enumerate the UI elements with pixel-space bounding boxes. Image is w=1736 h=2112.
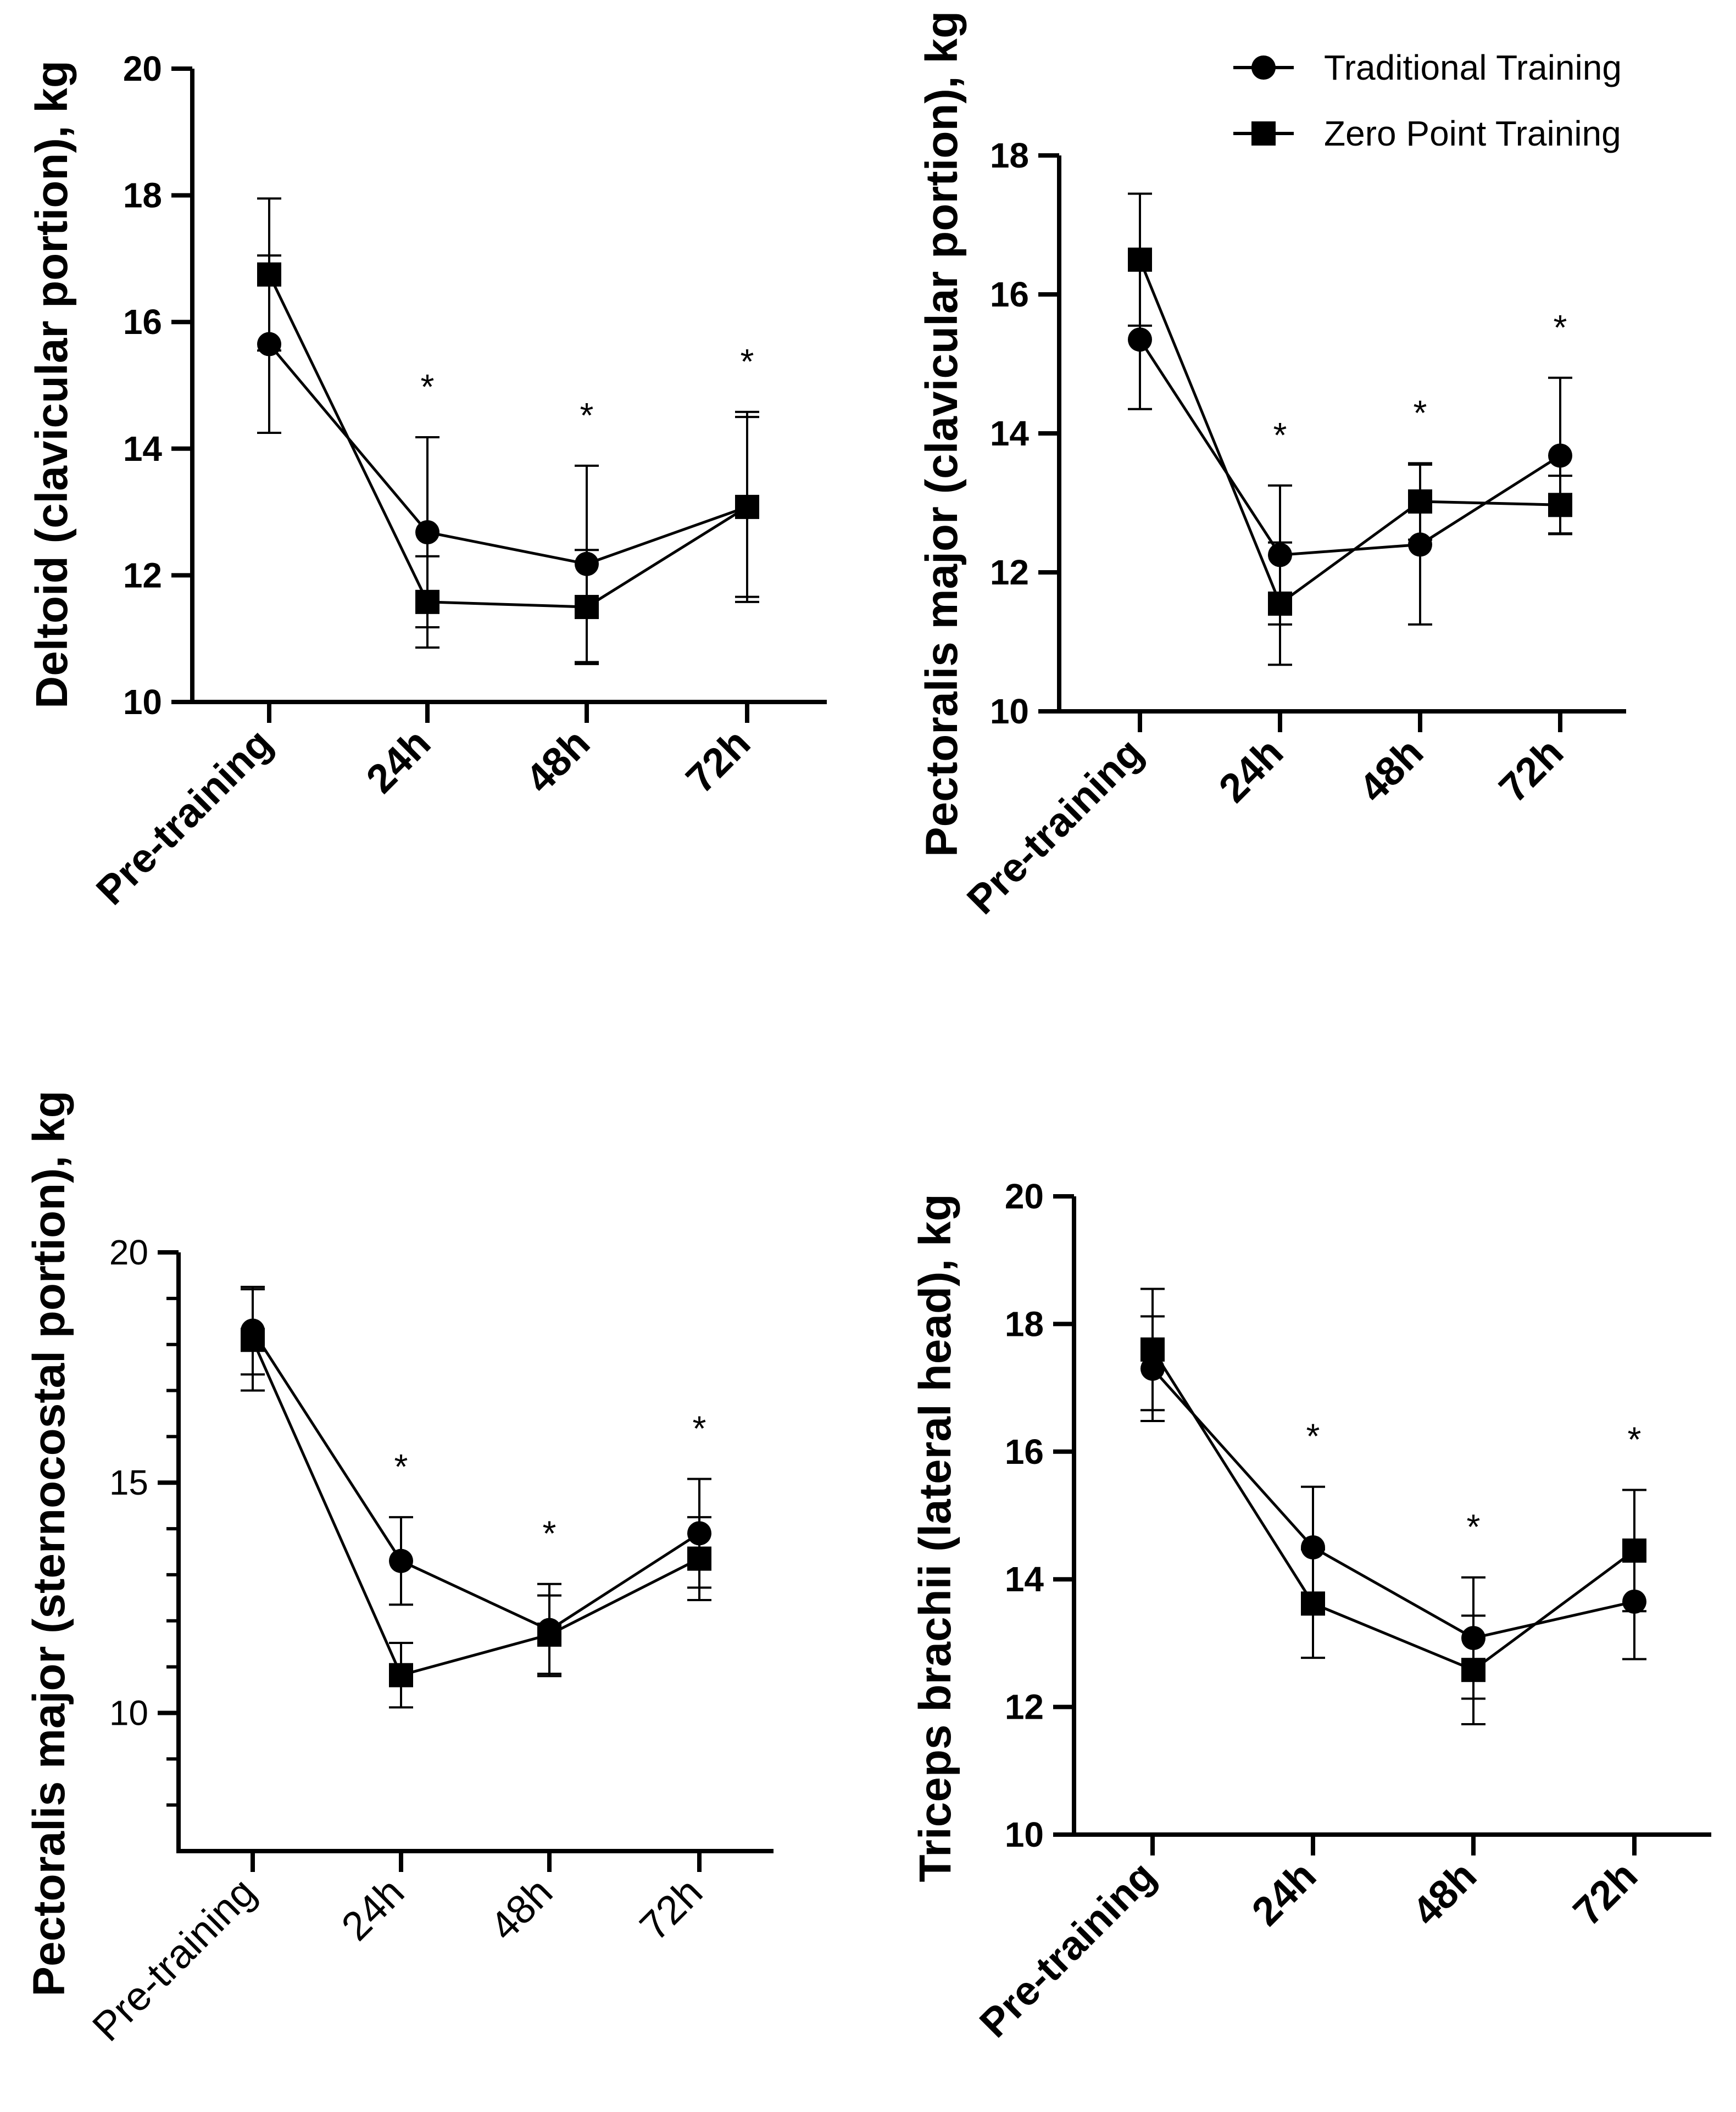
data-point-square	[1548, 493, 1572, 517]
significance-star: *	[1628, 1420, 1642, 1459]
data-point-square	[1128, 247, 1152, 272]
y-tick-label: 12	[123, 555, 162, 595]
y-tick-label: 18	[1005, 1304, 1044, 1344]
data-point-square	[575, 595, 599, 620]
y-tick-label: 12	[990, 553, 1029, 592]
series-line	[268, 274, 748, 609]
data-point-square	[1140, 1337, 1165, 1362]
y-tick-label: 16	[123, 302, 162, 342]
y-tick-label: 14	[123, 429, 163, 469]
series-line	[1151, 1348, 1635, 1672]
y-axis-title: Triceps brachii (lateral head), kg	[910, 1194, 960, 1882]
series-line	[1138, 259, 1561, 606]
data-point-square	[1622, 1538, 1646, 1563]
series-zero-point	[241, 1288, 711, 1709]
y-tick-label: 15	[109, 1463, 148, 1502]
y-axis-title: Pectoralis major (sternocostal portion),…	[24, 1090, 74, 1996]
data-point-square	[1268, 591, 1292, 616]
y-tick-label: 18	[123, 176, 162, 215]
y-tick-label: 18	[990, 136, 1029, 175]
significance-star: *	[1414, 393, 1427, 432]
series-line	[251, 1339, 700, 1677]
series-zero-point	[257, 197, 759, 665]
series-zero-point	[1140, 1288, 1646, 1725]
legend-entry-zero-point: Zero Point Training	[1233, 114, 1621, 153]
y-tick-label: 10	[1005, 1815, 1044, 1854]
significance-star: *	[394, 1447, 408, 1486]
y-tick-label: 16	[1005, 1432, 1044, 1472]
significance-star: *	[1306, 1417, 1320, 1456]
y-tick-label: 16	[990, 275, 1029, 314]
significance-star: *	[741, 342, 754, 381]
y-axis-title: Pectoralis major (clavicular portion), k…	[917, 11, 967, 857]
significance-star: *	[1554, 308, 1567, 347]
significance-star: *	[543, 1514, 557, 1553]
significance-star: *	[421, 367, 435, 406]
y-tick-label: 14	[1005, 1559, 1044, 1599]
y-tick-label: 10	[990, 692, 1029, 731]
data-point-square	[415, 589, 439, 614]
data-point-square	[537, 1622, 561, 1647]
data-point-square	[257, 262, 281, 287]
legend: Traditional Training Zero Point Training	[1233, 48, 1622, 153]
legend-marker-circle	[1251, 55, 1276, 80]
significance-star: *	[693, 1409, 706, 1448]
data-point-square	[735, 494, 759, 519]
significance-star: *	[1273, 415, 1287, 455]
y-tick-label: 10	[109, 1693, 148, 1732]
series-line	[251, 1330, 700, 1632]
data-point-square	[1408, 489, 1432, 514]
data-point-circle	[389, 1548, 413, 1573]
data-point-square	[241, 1328, 265, 1352]
series-line	[1138, 338, 1561, 556]
data-point-square	[389, 1663, 413, 1687]
data-point-square	[687, 1546, 711, 1571]
data-point-square	[1301, 1591, 1325, 1616]
data-point-circle	[1128, 327, 1152, 352]
data-point-circle	[1408, 532, 1432, 557]
y-tick-label: 20	[1005, 1177, 1044, 1216]
series-zero-point	[1128, 192, 1572, 666]
y-tick-label: 14	[990, 414, 1030, 453]
significance-star: *	[1467, 1507, 1481, 1547]
data-point-square	[1461, 1658, 1485, 1682]
data-point-circle	[415, 520, 439, 544]
y-tick-label: 10	[123, 682, 162, 722]
y-tick-label: 20	[123, 49, 162, 88]
significance-star: *	[580, 395, 594, 435]
data-point-circle	[1548, 443, 1572, 468]
data-point-circle	[1301, 1535, 1325, 1560]
y-axis-title: Deltoid (clavicular portion), kg	[27, 60, 77, 709]
legend-marker-square	[1251, 121, 1276, 146]
y-tick-label: 12	[1005, 1687, 1044, 1727]
legend-label-traditional: Traditional Training	[1324, 48, 1622, 87]
legend-label-zero-point: Zero Point Training	[1324, 114, 1621, 153]
series-line	[1151, 1368, 1635, 1640]
legend-entry-traditional: Traditional Training	[1233, 48, 1622, 87]
y-tick-label: 20	[109, 1233, 148, 1272]
